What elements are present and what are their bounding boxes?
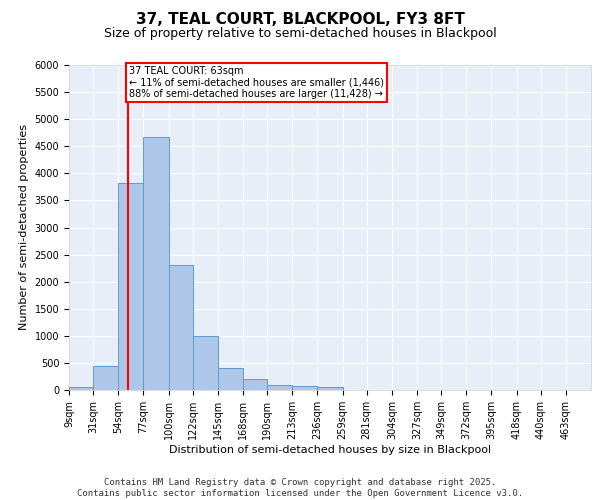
Bar: [118, 183, 143, 390]
Bar: [93, 366, 118, 390]
Text: 37 TEAL COURT: 63sqm
← 11% of semi-detached houses are smaller (1,446)
88% of se: 37 TEAL COURT: 63sqm ← 11% of semi-detac…: [129, 66, 384, 100]
Text: 37, TEAL COURT, BLACKPOOL, FY3 8FT: 37, TEAL COURT, BLACKPOOL, FY3 8FT: [136, 12, 464, 28]
Bar: [218, 368, 243, 390]
Text: Size of property relative to semi-detached houses in Blackpool: Size of property relative to semi-detach…: [104, 28, 496, 40]
Y-axis label: Number of semi-detached properties: Number of semi-detached properties: [19, 124, 29, 330]
Bar: [267, 384, 292, 390]
Bar: [193, 336, 218, 390]
Bar: [169, 266, 193, 390]
Bar: [69, 388, 93, 390]
Bar: [243, 378, 267, 390]
Bar: [143, 136, 169, 390]
Bar: [292, 386, 317, 390]
Text: Contains HM Land Registry data © Crown copyright and database right 2025.
Contai: Contains HM Land Registry data © Crown c…: [77, 478, 523, 498]
Bar: [317, 388, 343, 390]
X-axis label: Distribution of semi-detached houses by size in Blackpool: Distribution of semi-detached houses by …: [169, 444, 491, 454]
